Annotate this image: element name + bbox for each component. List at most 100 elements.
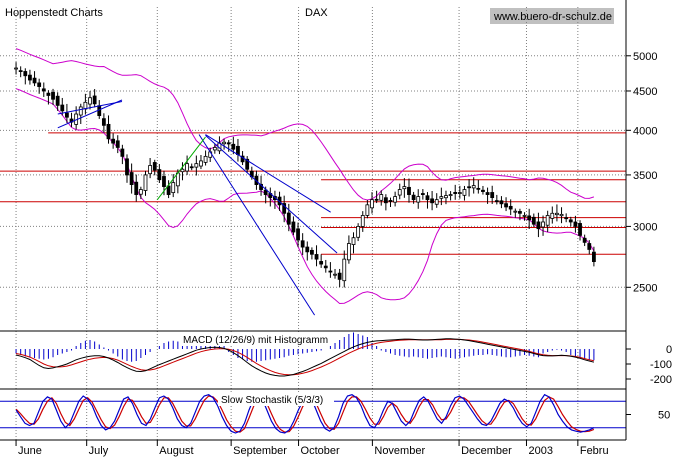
- candle-body: [439, 196, 444, 199]
- candle-body: [111, 138, 116, 144]
- candle-body: [434, 199, 439, 205]
- candle-body: [518, 211, 522, 214]
- macd-panel: [15, 332, 595, 377]
- candle-body: [189, 166, 194, 169]
- price-y-tick-label: 3500: [633, 170, 657, 182]
- candle-body: [545, 215, 550, 226]
- macd-line: [15, 338, 595, 377]
- candle-body: [115, 140, 120, 148]
- x-tick-label: June: [18, 445, 42, 457]
- candle-body: [319, 261, 324, 265]
- price-panel: [0, 48, 626, 316]
- stoch-title-background: [218, 393, 334, 406]
- stoch-title: Slow Stochastik (5/3/3): [221, 395, 323, 406]
- candle-body: [555, 212, 559, 216]
- candle-body: [83, 101, 88, 110]
- candle-body: [342, 258, 347, 282]
- candle-body: [383, 197, 388, 204]
- candle-body: [536, 221, 541, 230]
- candle-body: [351, 237, 356, 245]
- candle-body: [527, 215, 532, 221]
- trendline: [205, 134, 338, 254]
- candle-body: [203, 155, 208, 163]
- candle-body: [263, 189, 268, 195]
- candle-body: [14, 67, 18, 70]
- candle-body: [481, 189, 485, 192]
- price-y-tick-label: 4500: [633, 86, 657, 98]
- candle-body: [92, 95, 97, 105]
- candle-body: [564, 217, 569, 220]
- candle-body: [46, 92, 51, 96]
- candle-body: [55, 95, 60, 106]
- candle-body: [310, 249, 314, 255]
- trendline: [57, 101, 123, 115]
- candle-body: [337, 272, 342, 280]
- candle-body: [120, 148, 125, 157]
- source-label: Hoppenstedt Charts: [5, 7, 103, 19]
- candle-body: [393, 196, 398, 203]
- candle-body: [397, 189, 402, 196]
- candle-body: [134, 181, 139, 195]
- candle-body: [37, 82, 42, 87]
- candle-body: [568, 219, 573, 223]
- candle-body: [370, 199, 374, 209]
- candle-body: [125, 158, 129, 176]
- candle-body: [236, 145, 240, 155]
- website-label-background: [490, 8, 614, 24]
- candle-body: [476, 187, 481, 190]
- candle-body: [494, 200, 499, 203]
- candle-body: [88, 97, 92, 105]
- candle-body: [490, 192, 495, 199]
- candle-body: [157, 169, 162, 181]
- grid-layer: [0, 7, 626, 440]
- candle-body: [388, 200, 393, 202]
- bollinger-upper-band: [15, 48, 595, 201]
- candle-body: [143, 174, 148, 191]
- candle-body: [425, 195, 430, 201]
- candle-body: [346, 243, 351, 261]
- candle-body: [531, 216, 536, 225]
- candle-body: [101, 118, 106, 126]
- candle-body: [194, 163, 199, 168]
- chart-title: DAX: [305, 7, 328, 19]
- candle-body: [333, 273, 337, 276]
- candle-body: [578, 223, 582, 236]
- candle-body: [199, 160, 203, 167]
- candle-body: [513, 210, 518, 213]
- candle-body: [522, 215, 527, 217]
- candle-body: [171, 182, 176, 194]
- candle-body: [78, 106, 83, 116]
- trendline: [198, 134, 316, 316]
- x-tick-label: September: [233, 445, 287, 457]
- candle-body: [402, 186, 407, 190]
- candle-body: [457, 192, 462, 194]
- trendline: [205, 134, 331, 213]
- candle-body: [448, 194, 453, 196]
- candle-body: [282, 203, 287, 214]
- price-y-tick-label: 3000: [633, 221, 657, 233]
- trendline: [57, 99, 123, 129]
- candle-body: [106, 123, 111, 140]
- website-label: www.buero-dr-schulz.de: [493, 11, 612, 23]
- candle-body: [60, 104, 65, 112]
- candle-body: [420, 193, 425, 195]
- candle-body: [374, 198, 379, 201]
- trendline: [156, 136, 206, 200]
- candle-body: [430, 198, 435, 204]
- candle-body: [323, 265, 328, 269]
- candle-body: [138, 189, 143, 195]
- candle-body: [222, 141, 226, 145]
- candle-body: [162, 176, 166, 187]
- candle-body: [471, 185, 476, 189]
- candle-body: [360, 215, 365, 227]
- candle-body: [152, 162, 157, 171]
- macd-signal-line: [16, 338, 594, 376]
- x-tick-label: December: [461, 445, 512, 457]
- candle-body: [23, 71, 28, 77]
- macd-title-background: [180, 333, 332, 346]
- candle-body: [226, 142, 231, 145]
- candle-body: [328, 270, 333, 273]
